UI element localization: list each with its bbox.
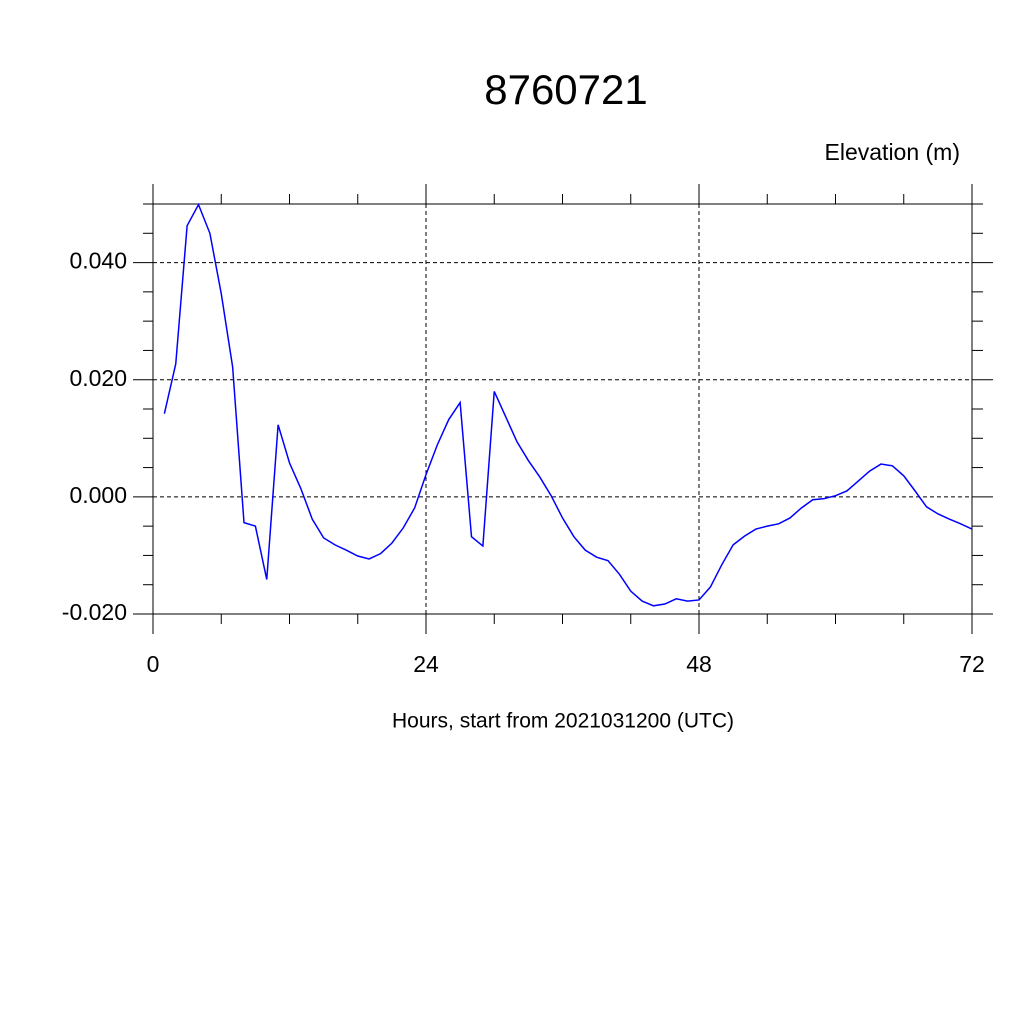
x-tick-label: 0 <box>147 651 160 677</box>
data-line <box>163 202 973 607</box>
y-tick-label: 0.040 <box>69 248 127 274</box>
y-axis-label: Elevation (m) <box>825 139 960 165</box>
y-tick-label: 0.000 <box>69 482 127 508</box>
x-tick-label: 72 <box>959 651 985 677</box>
x-tick-label: 24 <box>413 651 439 677</box>
chart-title: 8760721 <box>484 66 648 113</box>
y-tick-label: 0.020 <box>69 365 127 391</box>
x-tick-label: 48 <box>686 651 712 677</box>
y-tick-label: -0.020 <box>62 599 127 625</box>
x-axis-label: Hours, start from 2021031200 (UTC) <box>392 710 734 733</box>
plot-frame <box>152 203 973 615</box>
